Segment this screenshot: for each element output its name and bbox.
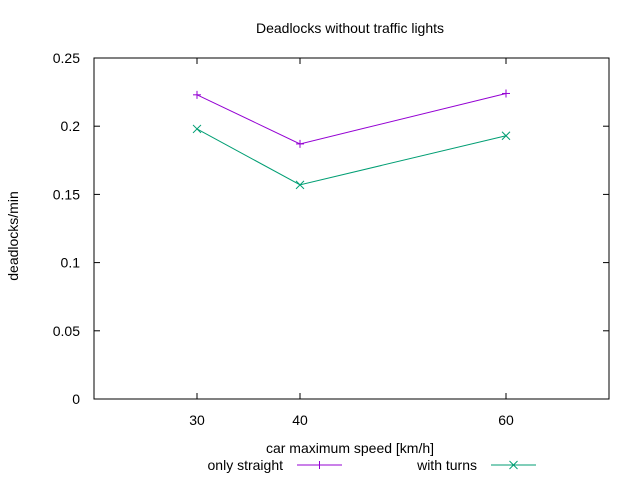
- data-point: [502, 89, 510, 98]
- x-tick-label: 60: [498, 412, 514, 428]
- legend-marker: [509, 460, 518, 470]
- y-tick-label: 0.1: [61, 255, 81, 271]
- y-axis-label: deadlocks/min: [5, 191, 21, 281]
- series-layer: [192, 89, 511, 190]
- series-line-2: [196, 128, 507, 186]
- data-point: [193, 90, 201, 99]
- x-axis-label: car maximum speed [km/h]: [266, 440, 434, 456]
- legend-marker: [315, 461, 324, 469]
- y-tick-label: 0: [72, 391, 80, 407]
- data-point: [192, 124, 202, 134]
- legend-label: with turns: [416, 457, 477, 473]
- legend-label: only straight: [208, 457, 284, 473]
- series-line-1: [196, 92, 507, 145]
- data-point: [501, 131, 511, 141]
- y-tick-label: 0.2: [61, 118, 81, 134]
- x-tick-label: 40: [292, 412, 308, 428]
- y-axis-ticks: 0 0.05 0.1 0.15 0.2 0.25: [53, 50, 609, 407]
- plot-frame: [93, 57, 610, 400]
- legend: only straight with turns: [208, 457, 536, 473]
- y-tick-label: 0.25: [53, 50, 80, 66]
- y-tick-label: 0.05: [53, 323, 80, 339]
- x-axis-ticks: 30 40 60: [189, 58, 514, 428]
- y-tick-label: 0.15: [53, 186, 80, 202]
- chart-title: Deadlocks without traffic lights: [256, 20, 444, 36]
- data-point: [295, 180, 305, 190]
- data-point: [296, 139, 304, 148]
- x-tick-label: 30: [189, 412, 205, 428]
